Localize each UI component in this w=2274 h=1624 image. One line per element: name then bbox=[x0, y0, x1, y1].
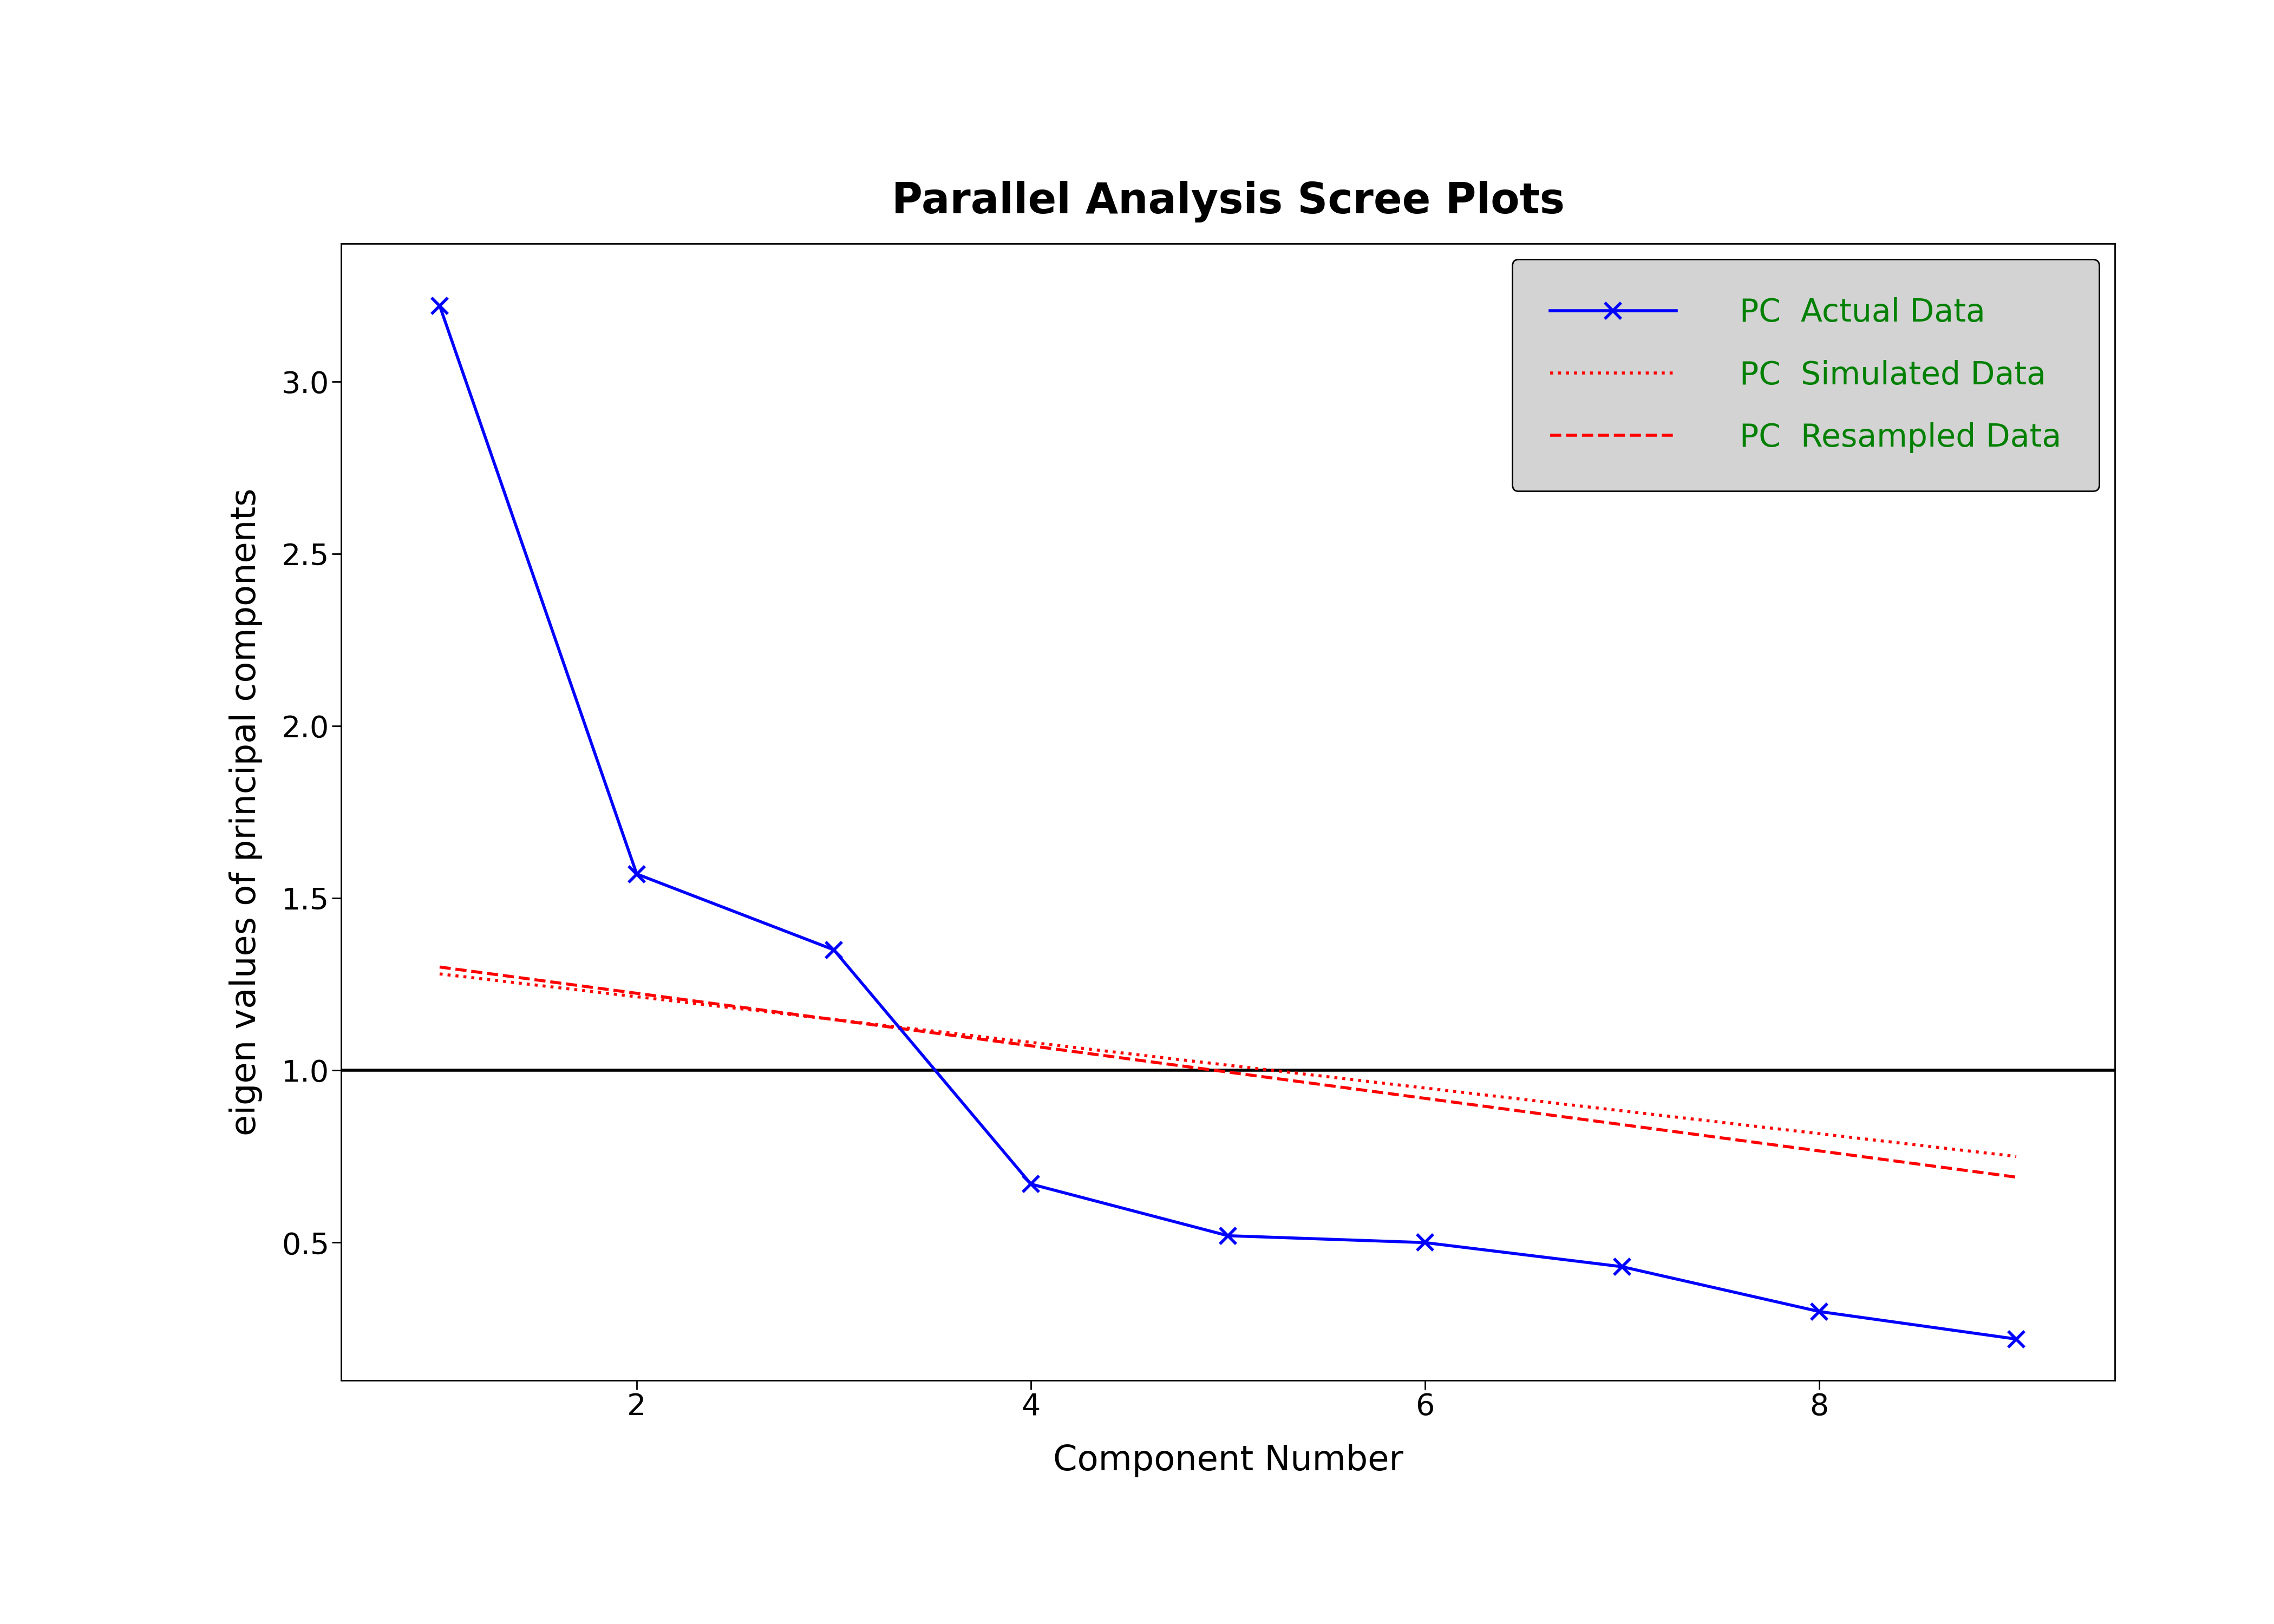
X-axis label: Component Number: Component Number bbox=[1053, 1444, 1403, 1478]
Legend: PC  Actual Data, PC  Simulated Data, PC  Resampled Data: PC Actual Data, PC Simulated Data, PC Re… bbox=[1512, 260, 2099, 490]
Title: Parallel Analysis Scree Plots: Parallel Analysis Scree Plots bbox=[891, 180, 1565, 222]
Y-axis label: eigen values of principal components: eigen values of principal components bbox=[230, 489, 264, 1135]
